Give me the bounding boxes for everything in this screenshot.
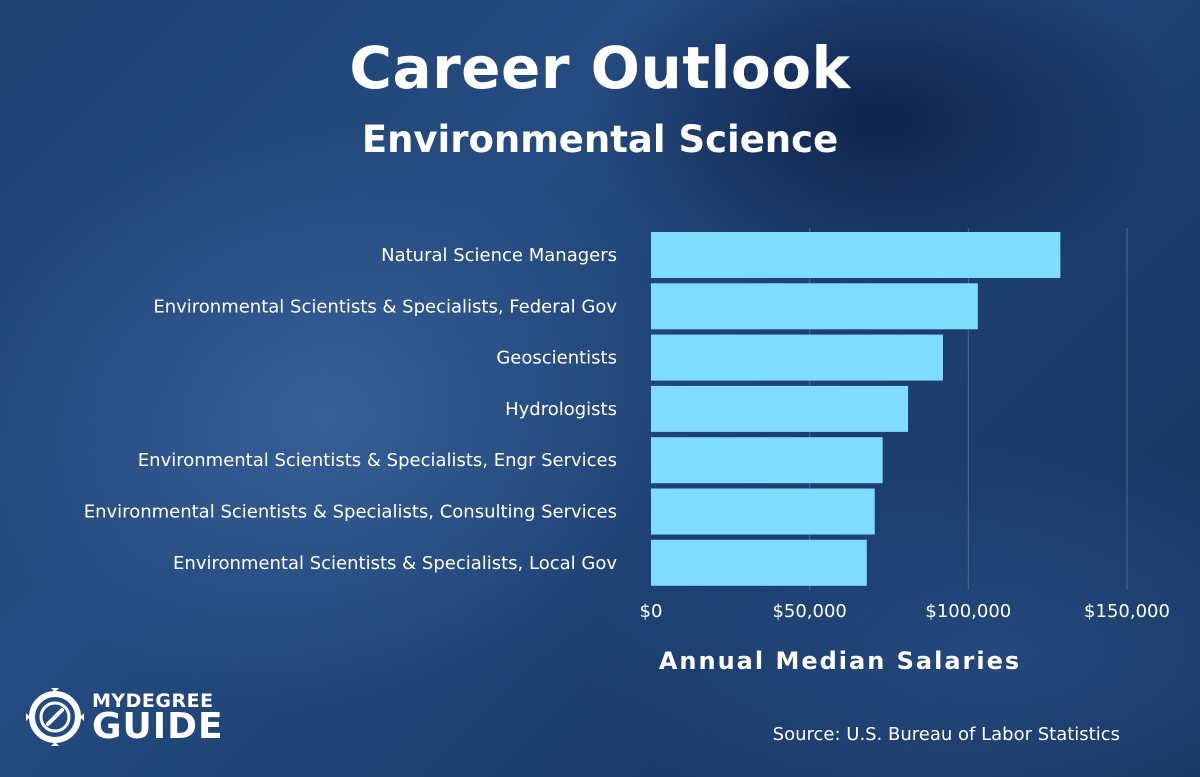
bars	[651, 232, 1061, 586]
logo-text-top: MYDEGREE	[92, 690, 214, 712]
bar	[651, 283, 978, 330]
source-note: Source: U.S. Bureau of Labor Statistics	[772, 724, 1120, 745]
category-label: Natural Science Managers	[381, 245, 617, 266]
bar	[651, 437, 883, 484]
category-label: Environmental Scientists & Specialists, …	[138, 450, 617, 471]
x-tick-label: $50,000	[772, 601, 846, 622]
bar	[651, 232, 1061, 278]
bar	[651, 334, 943, 381]
category-label: Geoscientists	[496, 348, 617, 369]
bar	[651, 385, 909, 432]
category-label: Environmental Scientists & Specialists, …	[153, 296, 617, 317]
x-tick-label: $0	[640, 601, 663, 622]
tick-labels: $0 $50,000 $100,000 $150,000	[640, 601, 1170, 622]
category-label: Hydrologists	[505, 399, 617, 420]
logo-text-bottom: GUIDE	[92, 706, 224, 747]
x-tick-label: $100,000	[925, 601, 1011, 622]
chart-title: Career Outlook	[349, 34, 851, 102]
category-label: Environmental Scientists & Specialists, …	[173, 553, 617, 574]
category-labels: Natural Science Managers Environmental Sc…	[84, 245, 618, 574]
category-label: Environmental Scientists & Specialists, …	[84, 502, 617, 523]
x-axis-label: Annual Median Salaries	[658, 647, 1022, 675]
chart-subtitle: Environmental Science	[361, 118, 839, 161]
bar	[651, 539, 867, 586]
logo[interactable]: MYDEGREE GUIDE	[26, 684, 226, 754]
x-tick-label: $150,000	[1084, 601, 1170, 622]
bar	[651, 488, 875, 535]
compass-icon	[26, 688, 84, 746]
